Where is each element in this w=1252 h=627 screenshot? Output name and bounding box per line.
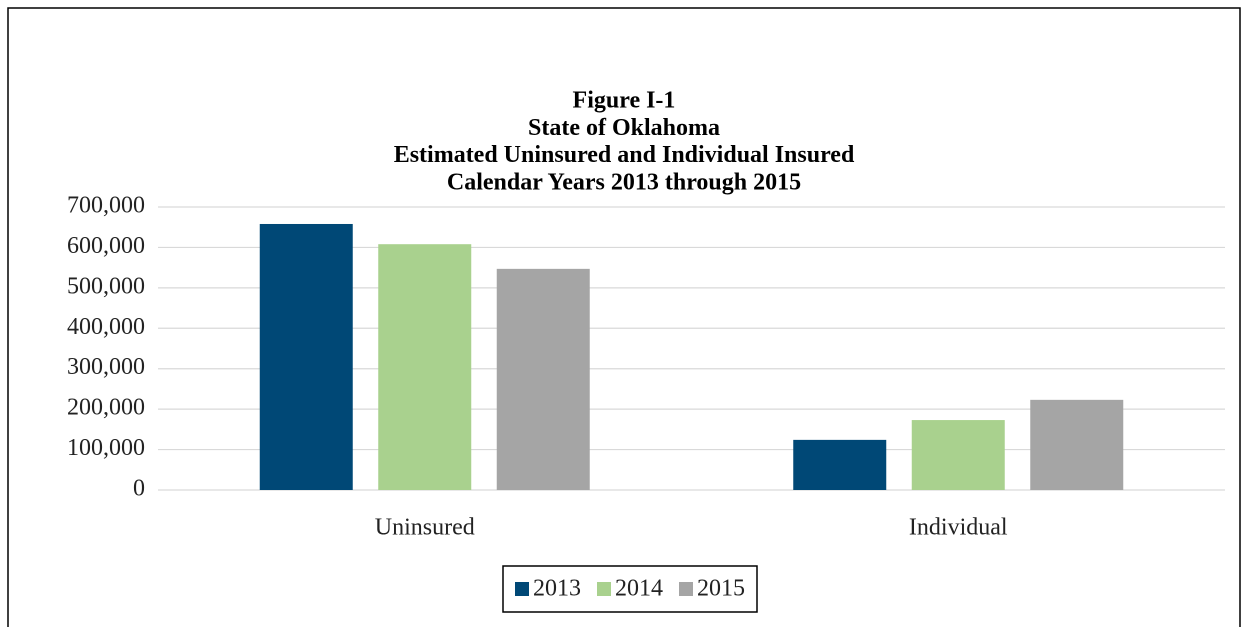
y-tick-label: 100,000 xyxy=(67,435,145,461)
bar xyxy=(1030,399,1124,490)
legend-swatch xyxy=(515,582,529,596)
legend-label: 2015 xyxy=(697,576,745,602)
x-tick-label: Uninsured xyxy=(375,515,475,541)
chart-title: Figure I-1 xyxy=(573,88,676,114)
legend-swatch xyxy=(597,582,611,596)
legend-swatch xyxy=(679,582,693,596)
chart-title: State of Oklahoma xyxy=(528,115,720,141)
chart-title: Estimated Uninsured and Individual Insur… xyxy=(394,142,855,168)
legend: 2013 2014 2015 xyxy=(502,565,758,613)
y-tick-label: 200,000 xyxy=(67,395,145,421)
legend-label: 2013 xyxy=(533,576,581,602)
y-tick-label: 500,000 xyxy=(67,273,145,299)
legend-box xyxy=(502,565,758,613)
x-tick-label: Individual xyxy=(909,515,1008,541)
y-tick-label: 700,000 xyxy=(67,193,145,219)
chart-border xyxy=(7,7,1241,627)
bar xyxy=(911,420,1005,490)
bar xyxy=(378,244,472,490)
y-tick-label: 600,000 xyxy=(67,233,145,259)
bar xyxy=(259,223,353,491)
bar xyxy=(496,268,590,490)
y-tick-label: 400,000 xyxy=(67,314,145,340)
legend-label: 2014 xyxy=(615,576,663,602)
chart-title: Calendar Years 2013 through 2015 xyxy=(447,169,801,195)
y-tick-label: 0 xyxy=(133,476,145,502)
bar xyxy=(793,439,887,490)
y-tick-label: 300,000 xyxy=(67,354,145,380)
